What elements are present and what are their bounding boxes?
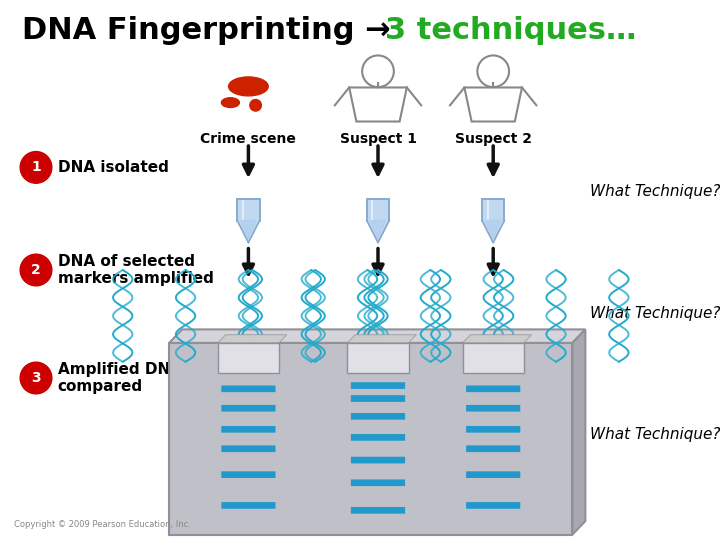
FancyBboxPatch shape <box>466 446 521 452</box>
Polygon shape <box>463 335 531 343</box>
Polygon shape <box>348 335 416 343</box>
Polygon shape <box>572 329 585 535</box>
Polygon shape <box>482 220 505 242</box>
Text: 2: 2 <box>31 263 41 277</box>
FancyBboxPatch shape <box>351 434 405 441</box>
FancyBboxPatch shape <box>482 199 505 220</box>
Polygon shape <box>217 335 287 343</box>
Text: 3 techniques…: 3 techniques… <box>385 16 636 45</box>
Circle shape <box>20 254 52 286</box>
FancyBboxPatch shape <box>221 471 276 478</box>
FancyBboxPatch shape <box>466 426 521 433</box>
Polygon shape <box>486 220 500 239</box>
Bar <box>348 343 409 373</box>
FancyBboxPatch shape <box>237 199 260 220</box>
Text: What Technique?: What Technique? <box>590 427 720 442</box>
Polygon shape <box>366 220 390 242</box>
Text: Suspect 2: Suspect 2 <box>455 132 531 146</box>
FancyBboxPatch shape <box>466 502 521 509</box>
FancyBboxPatch shape <box>351 413 405 420</box>
Bar <box>463 343 524 373</box>
Text: DNA of selected
markers amplified: DNA of selected markers amplified <box>58 254 213 286</box>
FancyBboxPatch shape <box>221 502 276 509</box>
Polygon shape <box>241 220 256 239</box>
Text: Crime scene: Crime scene <box>200 132 297 146</box>
Text: 3: 3 <box>31 371 41 385</box>
Polygon shape <box>237 220 260 242</box>
Text: Suspect 1: Suspect 1 <box>340 132 416 146</box>
FancyBboxPatch shape <box>466 386 521 392</box>
Text: What Technique?: What Technique? <box>590 184 720 199</box>
Text: DNA isolated: DNA isolated <box>58 160 168 175</box>
Text: Amplified DNA
compared: Amplified DNA compared <box>58 362 181 394</box>
Bar <box>169 343 572 535</box>
Circle shape <box>20 362 52 394</box>
Ellipse shape <box>222 98 239 107</box>
Ellipse shape <box>229 77 268 96</box>
Text: DNA Fingerprinting →: DNA Fingerprinting → <box>22 16 401 45</box>
Circle shape <box>20 152 52 183</box>
Text: 1: 1 <box>31 160 41 174</box>
FancyBboxPatch shape <box>466 471 521 478</box>
FancyBboxPatch shape <box>221 386 276 392</box>
FancyBboxPatch shape <box>351 395 405 402</box>
Text: What Technique?: What Technique? <box>590 306 720 321</box>
FancyBboxPatch shape <box>366 199 390 220</box>
Bar <box>217 343 279 373</box>
Polygon shape <box>169 329 585 343</box>
Circle shape <box>250 99 261 111</box>
FancyBboxPatch shape <box>351 382 405 389</box>
FancyBboxPatch shape <box>466 405 521 411</box>
FancyBboxPatch shape <box>351 457 405 463</box>
FancyBboxPatch shape <box>221 446 276 452</box>
Text: Copyright © 2009 Pearson Education, Inc.: Copyright © 2009 Pearson Education, Inc. <box>14 520 192 529</box>
FancyBboxPatch shape <box>351 507 405 514</box>
Polygon shape <box>371 220 385 239</box>
FancyBboxPatch shape <box>221 426 276 433</box>
FancyBboxPatch shape <box>221 405 276 411</box>
FancyBboxPatch shape <box>351 480 405 486</box>
